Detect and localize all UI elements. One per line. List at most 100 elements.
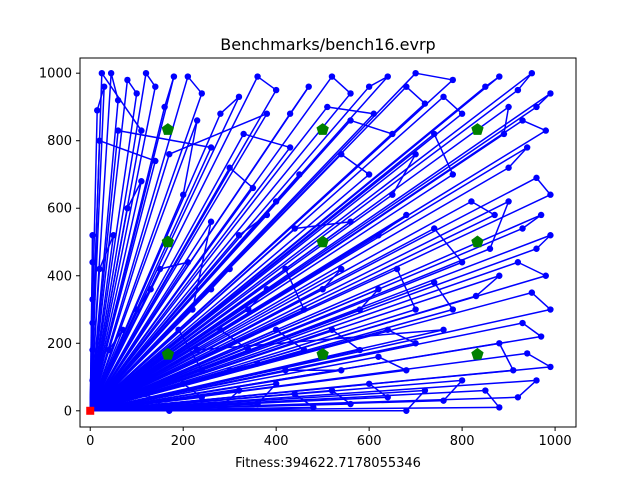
route-segment bbox=[522, 119, 547, 132]
customer-point bbox=[412, 306, 419, 313]
customer-point bbox=[510, 367, 517, 374]
route-segment bbox=[89, 349, 198, 412]
customer-point bbox=[305, 83, 312, 90]
route-segment bbox=[89, 133, 505, 412]
customer-point bbox=[272, 198, 280, 205]
route-segment bbox=[219, 389, 240, 408]
x-tick-label: 800 bbox=[450, 434, 475, 449]
customer-point bbox=[286, 110, 294, 117]
route-segment bbox=[90, 369, 407, 412]
route-segment bbox=[159, 261, 189, 270]
route-segment bbox=[89, 200, 509, 412]
customer-point bbox=[272, 86, 280, 94]
customer-point bbox=[91, 367, 99, 374]
route-segment bbox=[126, 180, 143, 209]
route-segment bbox=[89, 173, 370, 412]
route-segment bbox=[89, 261, 463, 412]
customer-point bbox=[496, 272, 503, 279]
customer-point bbox=[114, 383, 122, 391]
customer-point bbox=[291, 390, 298, 398]
customer-point bbox=[338, 367, 345, 374]
y-tick-label: 600 bbox=[47, 202, 72, 217]
route-segment bbox=[89, 113, 268, 412]
route-segment bbox=[517, 379, 537, 398]
route-segment bbox=[396, 268, 417, 310]
customer-point bbox=[147, 286, 154, 293]
route-segment bbox=[168, 113, 268, 155]
customer-point bbox=[226, 265, 233, 273]
customer-point bbox=[184, 73, 192, 80]
customer-point bbox=[138, 127, 145, 134]
customer-point bbox=[431, 130, 438, 138]
customer-point bbox=[505, 198, 512, 205]
customer-point bbox=[458, 110, 466, 117]
customer-point bbox=[254, 400, 261, 408]
customer-point bbox=[547, 232, 554, 239]
customer-point bbox=[384, 326, 391, 333]
route-segment bbox=[284, 268, 305, 310]
depot-marker bbox=[86, 406, 95, 415]
route-segment bbox=[89, 261, 189, 412]
customer-point bbox=[282, 367, 289, 374]
route-segment bbox=[294, 393, 314, 409]
customer-point bbox=[175, 326, 182, 333]
x-axis: 0 200 400 600 800 1000 bbox=[86, 427, 572, 449]
customer-point bbox=[403, 211, 410, 219]
customer-point bbox=[519, 225, 526, 232]
customer-point bbox=[128, 400, 136, 408]
route-segment bbox=[90, 369, 514, 412]
route-segment bbox=[89, 308, 305, 412]
route-segment bbox=[368, 383, 389, 398]
route-segment bbox=[517, 261, 547, 277]
customer-point bbox=[226, 164, 233, 171]
customer-point bbox=[133, 306, 140, 313]
x-tick-label: 1000 bbox=[539, 434, 572, 449]
route-segment bbox=[90, 389, 425, 412]
customer-point bbox=[328, 326, 336, 333]
customer-point bbox=[440, 326, 447, 333]
route-segment bbox=[89, 380, 94, 411]
route-segment bbox=[415, 72, 453, 81]
route-segment bbox=[177, 329, 203, 371]
route-segment bbox=[89, 187, 254, 412]
customer-point bbox=[537, 211, 545, 219]
customer-point bbox=[179, 380, 187, 387]
customer-point bbox=[547, 306, 554, 313]
customer-point bbox=[389, 130, 396, 138]
customer-point bbox=[161, 103, 168, 111]
y-tick-label: 200 bbox=[47, 337, 72, 352]
route-segment bbox=[294, 220, 351, 230]
route-segment bbox=[89, 133, 245, 412]
customer-point bbox=[272, 380, 280, 387]
customer-point bbox=[356, 306, 364, 313]
route-segment bbox=[187, 76, 203, 94]
customer-point bbox=[505, 164, 512, 171]
route-segment bbox=[219, 96, 240, 115]
customer-point bbox=[449, 171, 457, 178]
customer-point bbox=[365, 380, 373, 387]
customer-point bbox=[440, 397, 447, 404]
route-segment bbox=[433, 282, 454, 310]
customer-point bbox=[105, 346, 113, 354]
customer-point bbox=[98, 69, 106, 77]
route-segment bbox=[368, 75, 389, 88]
customer-point bbox=[328, 387, 336, 394]
customer-point bbox=[124, 76, 131, 84]
customer-point bbox=[198, 394, 205, 401]
customer-point bbox=[217, 404, 224, 411]
route-segment bbox=[89, 130, 119, 411]
customer-point bbox=[89, 319, 96, 327]
route-segment bbox=[498, 342, 514, 371]
route-segment bbox=[331, 76, 352, 95]
route-segment bbox=[89, 113, 375, 412]
route-segment bbox=[475, 275, 500, 297]
customer-point bbox=[89, 346, 96, 354]
customer-point bbox=[114, 97, 122, 104]
customer-point bbox=[272, 326, 280, 333]
route-segment bbox=[89, 153, 170, 412]
customer-point bbox=[491, 211, 498, 219]
route-segment bbox=[89, 73, 147, 411]
route-segment bbox=[89, 89, 519, 412]
customer-point bbox=[347, 400, 354, 408]
